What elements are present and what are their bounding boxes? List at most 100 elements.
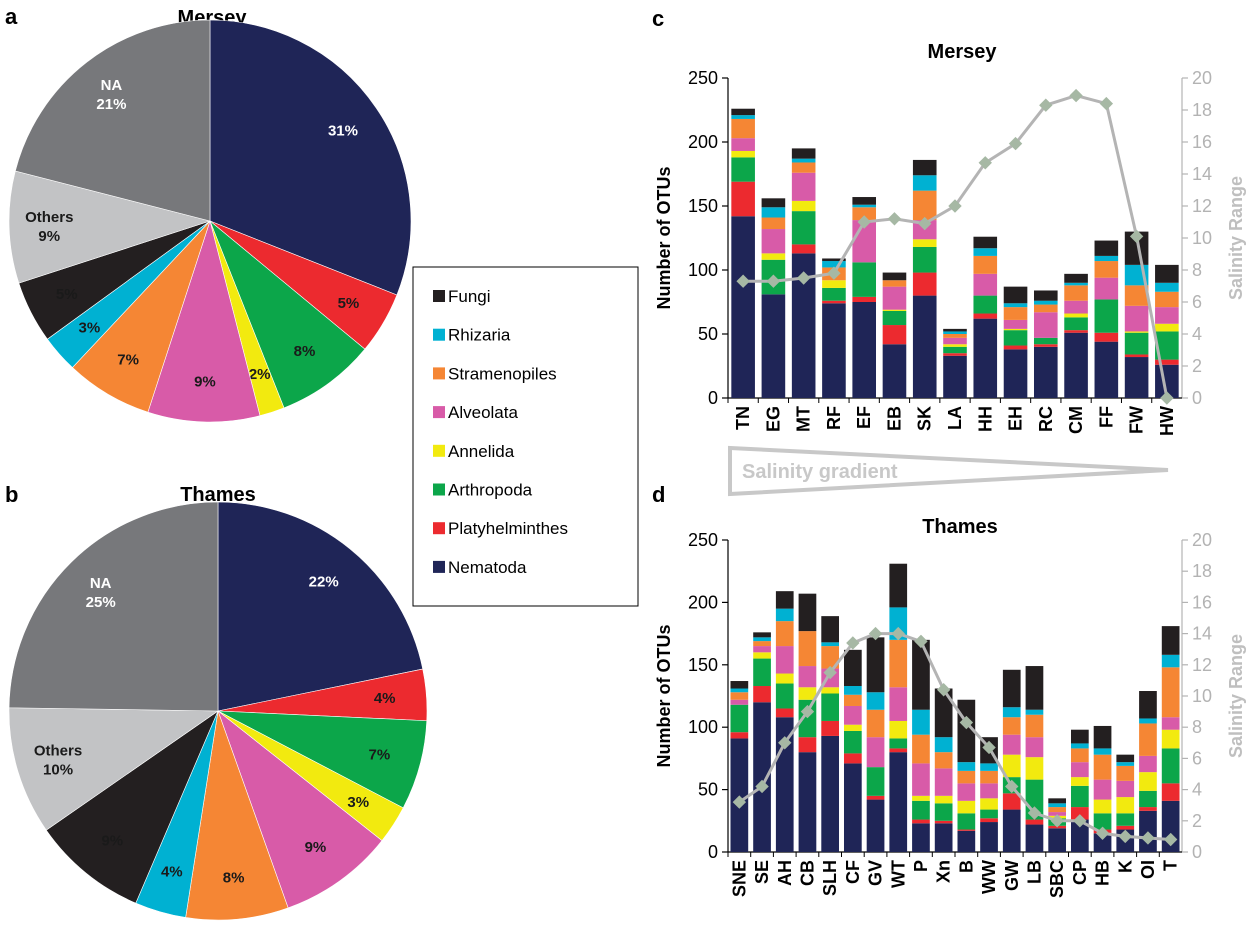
bar-annelida-cm <box>1064 313 1088 318</box>
salinity-point-cp <box>1073 814 1087 828</box>
bar-arthropoda-hb <box>1093 813 1112 830</box>
bar-alveolata-wt <box>889 687 908 721</box>
salinity-point-eb <box>887 212 902 226</box>
x-tick-label-b: B <box>956 860 976 873</box>
bar-arthropoda-tn <box>731 157 755 182</box>
pie-label-stramenopiles: 8% <box>223 869 245 886</box>
bar-annelida-cf <box>843 724 862 731</box>
bar-rhizaria-p <box>912 709 930 735</box>
bar-annelida-hb <box>1093 799 1112 814</box>
bar-c-title: Mersey <box>928 41 998 63</box>
bar-annelida-gw <box>1002 754 1021 778</box>
bar-arthropoda-mt <box>791 211 816 245</box>
bar-nematoda-tn <box>731 216 755 398</box>
bar-nematoda-b <box>957 830 976 852</box>
x-tick-label-sne: SNE <box>729 860 749 897</box>
bar-stramenopiles-cm <box>1064 285 1088 301</box>
bar-rhizaria-b <box>957 762 976 771</box>
y2-tick-label: 6 <box>1192 748 1202 768</box>
bar-rhizaria-hh <box>973 248 998 256</box>
y2-axis-label: Salinity Range <box>1226 176 1246 300</box>
bar-arthropoda-eh <box>1003 330 1028 346</box>
legend-swatch-rhizaria <box>433 328 445 341</box>
bar-alveolata-t <box>1161 717 1180 730</box>
bar-stramenopiles-gw <box>1002 717 1021 735</box>
bar-alveolata-eh <box>1003 319 1028 329</box>
salinity-point-rf <box>827 266 841 280</box>
bar-rhizaria-xn <box>934 737 953 753</box>
x-tick-label-rf: RF <box>824 406 844 430</box>
pie-chart-thames: 22% 4% 7% 3% 9% 8% 4% 9% Others 10% NA 25% <box>8 501 428 921</box>
salinity-point-ff <box>1099 96 1114 111</box>
bar-platyhelminthes-t <box>1161 783 1180 801</box>
legend-box <box>412 266 639 607</box>
x-tick-label-tn: TN <box>733 406 753 430</box>
bar-annelida-ah <box>775 673 794 684</box>
bar-stramenopiles-mt <box>791 162 816 173</box>
bar-fungi-fw <box>1124 231 1149 265</box>
pie-slice-alveolata <box>217 710 383 909</box>
x-tick-label-cb: CB <box>797 860 817 886</box>
y2-axis-label: Salinity Range <box>1226 634 1246 758</box>
x-tick-label-mt: MT <box>794 406 814 432</box>
bar-arthropoda-la <box>943 346 967 354</box>
bar-platyhelminthes-sk <box>912 272 937 296</box>
bar-stramenopiles-k <box>1116 765 1135 781</box>
x-tick-label-cm: CM <box>1066 406 1086 434</box>
bar-d-title: Thames <box>922 516 998 538</box>
bar-nematoda-sbc <box>1048 828 1067 852</box>
pie-label-platyhelminthes: 5% <box>338 295 360 312</box>
salinity-point-oi <box>1141 831 1155 845</box>
y-tick-label: 0 <box>708 842 718 862</box>
y2-tick-label: 14 <box>1192 164 1212 184</box>
bar-annelida-fw <box>1124 331 1149 333</box>
pie-chart-mersey: 31%5%8%2%9%7%3%5%Others 9%NA 21% <box>8 19 412 423</box>
bar-fungi-cm <box>1064 273 1088 283</box>
bar-fungi-gv <box>866 637 885 693</box>
bar-fungi-cf <box>843 649 862 687</box>
bar-alveolata-fw <box>1124 305 1149 332</box>
bar-stramenopiles-b <box>957 770 976 784</box>
bar-arthropoda-rf <box>822 287 846 301</box>
pie-label-annelida: 3% <box>347 794 369 811</box>
bar-rhizaria-gw <box>1002 707 1021 718</box>
x-tick-label-t: T <box>1161 860 1181 871</box>
pie-slice-arthropoda <box>209 220 366 409</box>
bar-fungi-ff <box>1094 240 1119 256</box>
salinity-point-cm <box>1069 88 1083 103</box>
bar-stramenopiles-hh <box>973 255 998 274</box>
bar-arthropoda-cm <box>1064 317 1088 331</box>
bar-fungi-xn <box>934 688 953 738</box>
bar-platyhelminthes-k <box>1116 825 1135 830</box>
bar-rhizaria-eg <box>761 207 786 218</box>
bar-stramenopiles-hb <box>1093 754 1112 780</box>
bar-fungi-t <box>1161 626 1180 655</box>
salinity-point-hh <box>978 156 992 170</box>
bar-stramenopiles-ff <box>1094 261 1119 278</box>
bar-alveolata-b <box>957 783 976 801</box>
bar-rhizaria-rf <box>822 261 846 268</box>
y2-tick-label: 2 <box>1192 356 1202 376</box>
bar-nematoda-p <box>912 823 930 852</box>
bar-platyhelminthes-gv <box>866 795 885 800</box>
x-tick-label-gv: GV <box>866 860 886 886</box>
bar-alveolata-tn <box>731 138 755 151</box>
y2-tick-label: 8 <box>1192 717 1202 737</box>
y2-tick-label: 18 <box>1192 561 1212 581</box>
y-tick-label: 50 <box>698 780 718 800</box>
salinity-point-xn <box>936 683 951 697</box>
x-tick-label-xn: Xn <box>934 860 954 883</box>
bar-nematoda-rf <box>822 303 846 398</box>
x-tick-label-eh: EH <box>1006 406 1026 431</box>
legend-swatch-fungi <box>433 290 445 302</box>
y-tick-label: 50 <box>698 324 718 344</box>
pie-label-fungi: 9% <box>101 833 123 850</box>
bar-annelida-ww <box>980 798 998 810</box>
legend-label-alveolata: Alveolata <box>448 403 518 422</box>
bar-rhizaria-sne <box>730 688 749 693</box>
x-tick-label-p: P <box>911 860 931 872</box>
pie-b-title: Thames <box>180 484 256 506</box>
bar-rhizaria-sbc <box>1048 803 1067 808</box>
bar-stramenopiles-eb <box>882 280 907 287</box>
legend-swatch-alveolata <box>433 406 445 419</box>
